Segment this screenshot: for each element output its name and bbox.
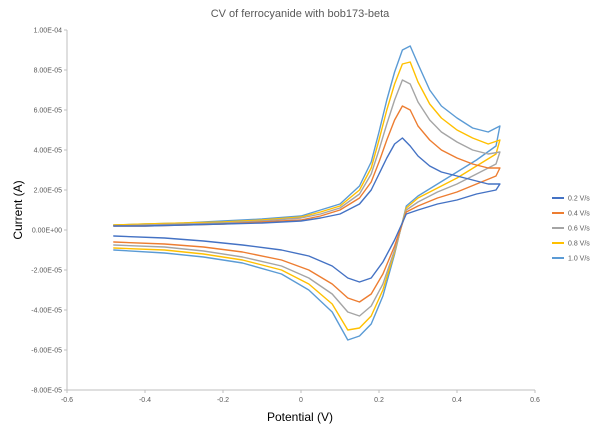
x-tick-label: -0.6 [61,397,73,404]
y-tick-label: 8.00E-05 [34,68,63,75]
legend-label: 1.0 V/s [568,256,590,263]
y-tick-label: 0.00E+00 [32,228,62,235]
legend-label: 0.6 V/s [568,226,590,233]
legend-label: 0.4 V/s [568,211,590,218]
y-tick-label: 1.00E-04 [34,28,63,35]
y-tick-label: 6.00E-05 [34,108,63,115]
y-tick-label: 2.00E-05 [34,188,63,195]
x-tick-label: 0.6 [530,397,540,404]
series-layer [113,45,501,341]
x-tick-label: 0 [299,397,303,404]
x-tick-label: 0.4 [452,397,462,404]
y-tick-label: -8.00E-05 [31,388,62,395]
legend-label: 0.8 V/s [568,241,590,248]
legend: 0.2 V/s 0.4 V/s 0.6 V/s 0.8 V/s 1.0 V/s [552,196,590,263]
y-tick-label: -2.00E-05 [31,268,62,275]
x-axis-title: Potential (V) [267,410,333,424]
series-line-0-2-v-s [113,137,501,283]
y-tick-label: -4.00E-05 [31,308,62,315]
y-axis-title: Current (A) [11,180,25,239]
series-line-0-4-v-s [113,105,501,303]
x-tick-label: -0.4 [139,397,151,404]
legend-label: 0.2 V/s [568,196,590,203]
series-line-0-8-v-s [113,61,501,331]
series-line-0-6-v-s [113,79,501,317]
y-tick-label: 4.00E-05 [34,148,63,155]
axes-layer: -8.00E-05 -6.00E-05 -4.00E-05 -2.00E-05 0.00… [31,28,540,405]
chart-title: CV of ferrocyanide with bob173-beta [211,8,390,20]
x-tick-label: -0.2 [217,397,229,404]
series-line-1-0-v-s [113,45,501,341]
y-tick-label: -6.00E-05 [31,348,62,355]
x-tick-label: 0.2 [374,397,384,404]
